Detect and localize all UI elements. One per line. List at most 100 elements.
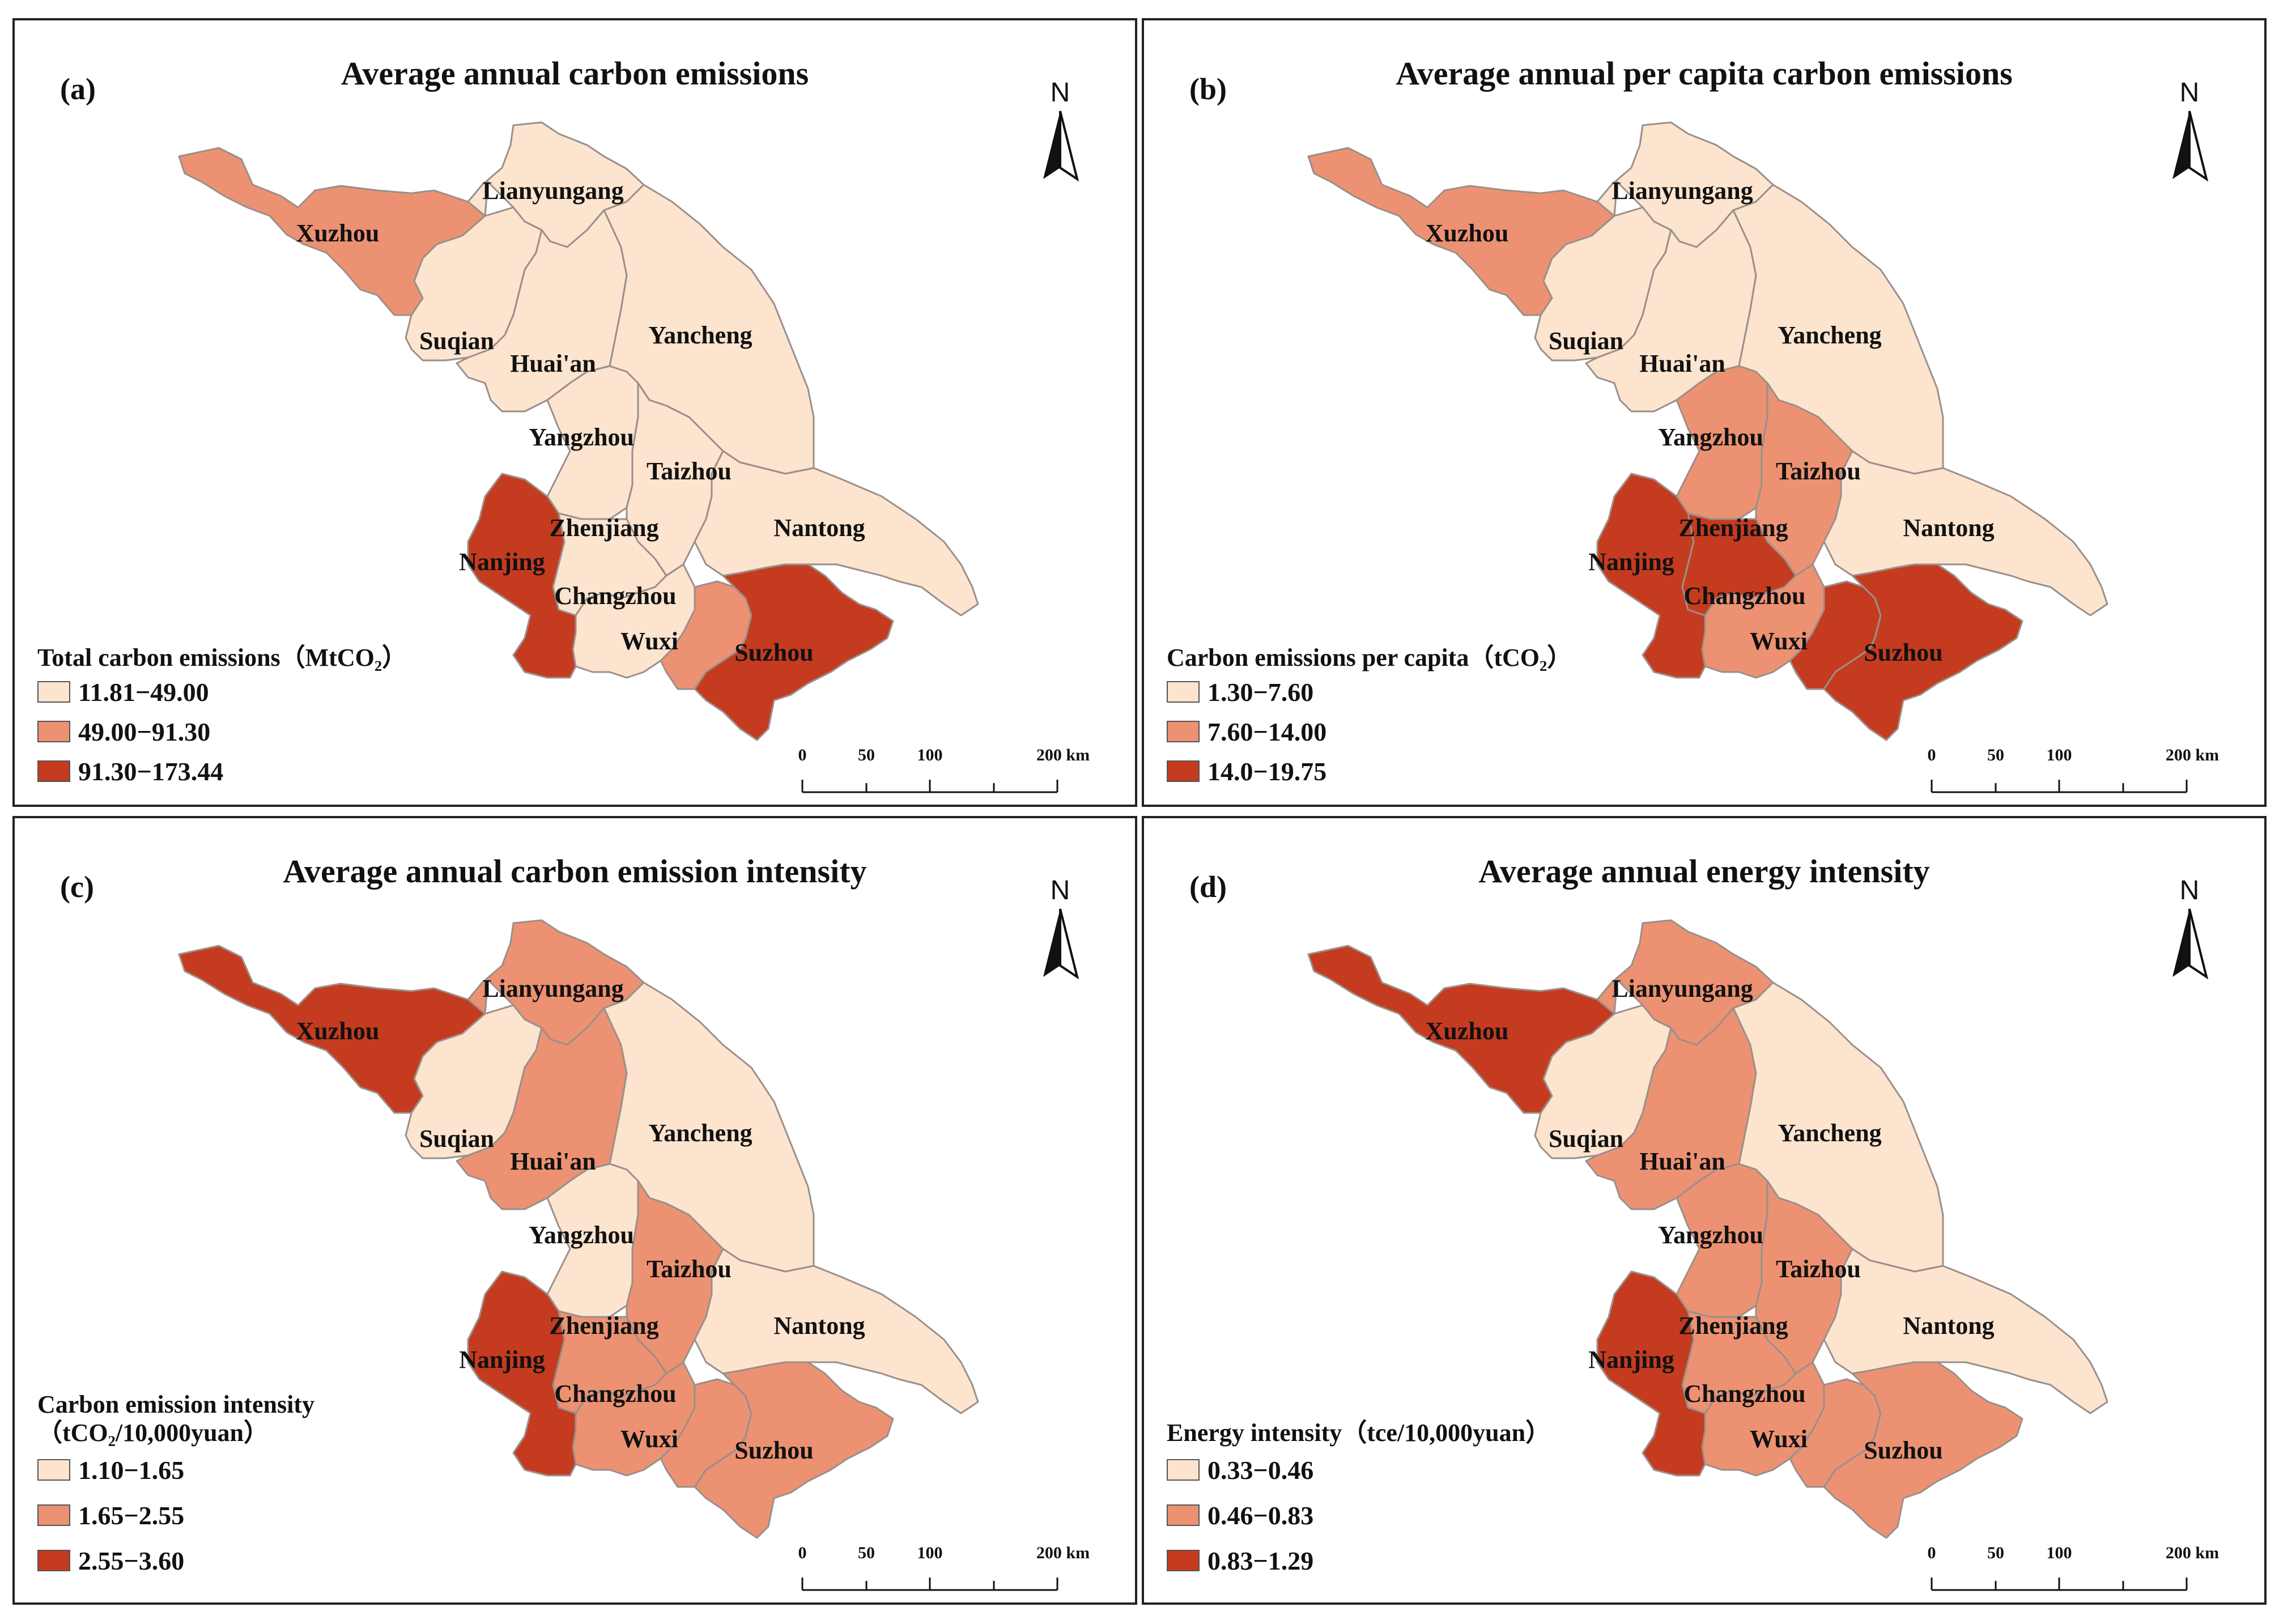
city-label-yangzhou: Yangzhou [1658,423,1763,451]
legend-item: 2.55−3.60 [37,1538,314,1583]
north-arrow-icon [2172,908,2209,980]
city-label-lianyungang: Lianyungang [482,177,623,205]
city-label-nanjing: Nanjing [459,548,545,576]
city-label-zhenjiang: Zhenjiang [549,514,658,542]
panel-label: (b) [1189,72,1227,106]
panel-b: Xuzhou Lianyungang Suqian Huai'an Yancheng Ya… [1142,18,2267,807]
region-suzhou [694,563,894,741]
city-label-huaian: Huai'an [1639,1147,1725,1175]
legend-item: 1.30−7.60 [1167,672,1572,712]
scale-bar-line [801,1578,1058,1591]
legend-item: 49.00−91.30 [37,712,407,751]
legend-range: 1.10−1.65 [78,1455,185,1485]
north-label: N [1050,875,1070,905]
region-nantong [1823,450,2108,617]
north-label: N [2179,78,2200,108]
map-d: Xuzhou Lianyungang Suqian Huai'an Yancheng Ya… [1307,919,2108,1539]
legend: Carbon emission intensity （tCO₂/10,000yu… [37,1391,314,1583]
north-arrow-icon [2172,110,2209,182]
city-label-taizhou: Taizhou [1776,1255,1861,1283]
north-arrow-icon [1043,908,1079,980]
city-label-zhenjiang: Zhenjiang [549,1312,658,1340]
city-label-huaian: Huai'an [510,350,596,377]
scale-label: 200 km [2165,746,2220,764]
panel-title: Average annual per capita carbon emissio… [1396,55,2013,92]
city-label-xuzhou: Xuzhou [1426,219,1509,247]
region-taizhou [626,1180,724,1375]
scale-label: 200 km [1036,1544,1090,1562]
legend-range: 7.60−14.00 [1207,717,1327,746]
scale-bar-line [801,780,1058,793]
legend: Total carbon emissions（MtCO₂） 11.81−49.0… [37,644,407,791]
map-b: Xuzhou Lianyungang Suqian Huai'an Yancheng Ya… [1307,121,2108,741]
city-label-nanjing: Nanjing [1588,1346,1674,1374]
legend: Carbon emissions per capita（tCO₂） 1.30−7… [1167,644,1572,791]
region-nantong [694,450,979,617]
city-label-nantong: Nantong [773,514,865,542]
north-arrow: N [2161,77,2218,190]
legend-item: 7.60−14.00 [1167,712,1572,751]
city-label-suzhou: Suzhou [734,1436,813,1464]
swatch-high [37,1550,70,1571]
panel-title: Average annual carbon emission intensity [283,853,867,890]
legend-range: 91.30−173.44 [78,756,224,786]
panel-c: Xuzhou Lianyungang Suqian Huai'an Yancheng Ya… [12,816,1137,1605]
city-label-changzhou: Changzhou [1683,1380,1805,1408]
scale-label: 100 [917,1544,943,1562]
legend-range: 2.55−3.60 [78,1546,185,1575]
legend-range: 14.0−19.75 [1207,756,1327,786]
scale-label: 200 km [1036,746,1090,764]
swatch-mid [37,721,70,742]
city-label-huaian: Huai'an [510,1147,596,1175]
scale-bar: 0 50 100 200 km [785,1544,1090,1600]
scale-bar: 0 50 100 200 km [1915,1544,2219,1600]
city-label-wuxi: Wuxi [1750,627,1808,655]
swatch-high [1167,1550,1200,1571]
legend-range: 49.00−91.30 [78,717,211,746]
city-label-suzhou: Suzhou [1864,639,1942,666]
scale-label: 100 [2046,1544,2072,1562]
legend-range: 11.81−49.00 [78,677,209,707]
legend-range: 0.83−1.29 [1207,1546,1314,1575]
city-label-nantong: Nantong [1903,1312,1994,1340]
city-label-lianyungang: Lianyungang [1612,177,1753,205]
scale-label: 50 [858,1544,875,1562]
city-label-nantong: Nantong [773,1312,865,1340]
panel-a: Xuzhou Lianyungang Suqian Huai'an Yancheng Ya… [12,18,1137,807]
scale-label: 100 [2046,746,2072,764]
swatch-mid [1167,721,1200,742]
swatch-low [37,1459,70,1481]
city-label-yangzhou: Yangzhou [529,423,634,451]
legend-item: 0.83−1.29 [1167,1538,1550,1583]
city-label-suzhou: Suzhou [1864,1436,1942,1464]
region-suzhou [1823,563,2023,741]
swatch-high [1167,760,1200,782]
legend: Energy intensity（tce/10,000yuan） 0.33−0.… [1167,1419,1550,1583]
city-label-suqian: Suqian [419,1125,494,1153]
region-taizhou [626,382,724,577]
city-label-yancheng: Yancheng [648,321,752,349]
region-taizhou [1755,1180,1853,1375]
city-label-changzhou: Changzhou [1683,582,1805,610]
legend-title-line: Energy intensity（tce/10,000yuan） [1167,1419,1551,1447]
legend-item: 91.30−173.44 [37,751,407,791]
city-label-yancheng: Yancheng [648,1119,752,1147]
city-label-yancheng: Yancheng [1778,321,1881,349]
scale-label: 0 [1927,1544,1936,1562]
legend-title-line: Carbon emissions per capita（tCO₂） [1167,644,1572,671]
legend-title-line: Carbon emission intensity [37,1391,314,1418]
scale-bar: 0 50 100 200 km [1915,746,2219,802]
city-label-zhenjiang: Zhenjiang [1678,1312,1788,1340]
scale-label: 50 [1987,1544,2004,1562]
map-c: Xuzhou Lianyungang Suqian Huai'an Yancheng Ya… [178,919,979,1539]
city-label-lianyungang: Lianyungang [1612,975,1753,1002]
city-label-taizhou: Taizhou [647,1255,732,1283]
legend-range: 1.65−2.55 [78,1500,185,1530]
map-a: Xuzhou Lianyungang Suqian Huai'an Yancheng Ya… [178,121,979,741]
legend-title-line: （tCO₂/10,000yuan） [37,1419,269,1447]
region-suzhou [1823,1361,2023,1539]
city-label-suzhou: Suzhou [734,639,813,666]
swatch-mid [37,1504,70,1526]
region-suzhou [694,1361,894,1539]
